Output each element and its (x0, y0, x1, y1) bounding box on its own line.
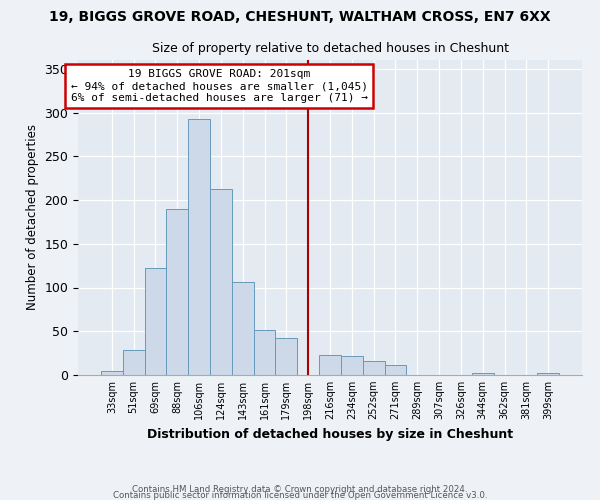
Text: 19, BIGGS GROVE ROAD, CHESHUNT, WALTHAM CROSS, EN7 6XX: 19, BIGGS GROVE ROAD, CHESHUNT, WALTHAM … (49, 10, 551, 24)
X-axis label: Distribution of detached houses by size in Cheshunt: Distribution of detached houses by size … (147, 428, 513, 440)
Bar (254, 330, 275, 375)
Y-axis label: Number of detached properties: Number of detached properties (26, 124, 39, 310)
Bar (319, 355, 341, 375)
Text: 19 BIGGS GROVE ROAD: 201sqm
← 94% of detached houses are smaller (1,045)
6% of s: 19 BIGGS GROVE ROAD: 201sqm ← 94% of det… (71, 70, 368, 102)
Bar (123, 350, 145, 375)
Bar (537, 373, 559, 375)
Bar (210, 188, 232, 375)
Bar (145, 268, 166, 375)
Bar (275, 338, 297, 375)
Bar (166, 209, 188, 375)
Text: Contains public sector information licensed under the Open Government Licence v3: Contains public sector information licen… (113, 490, 487, 500)
Bar (363, 361, 385, 375)
Bar (232, 282, 254, 375)
Bar (341, 356, 363, 375)
Bar (385, 366, 406, 375)
Title: Size of property relative to detached houses in Cheshunt: Size of property relative to detached ho… (151, 42, 509, 54)
Bar (101, 370, 123, 375)
Bar (472, 373, 494, 375)
Bar (188, 118, 210, 375)
Text: Contains HM Land Registry data © Crown copyright and database right 2024.: Contains HM Land Registry data © Crown c… (132, 484, 468, 494)
